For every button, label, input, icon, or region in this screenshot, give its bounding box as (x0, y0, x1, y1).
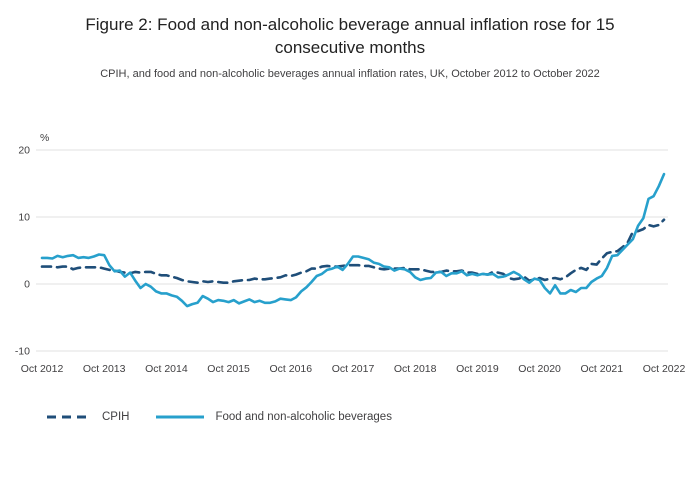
line-chart: 20 10 0 -10% Oct 2012 Oct 2013 Oct 2014 Oct 201… (15, 132, 686, 375)
legend-label-food: Food and non-alcoholic beverages (215, 410, 392, 423)
x-tick-label: Oct 2016 (269, 363, 312, 375)
y-tick-label: 10 (18, 211, 30, 223)
x-tick-label: Oct 2012 (21, 363, 64, 375)
x-tick-label: Oct 2013 (83, 363, 126, 375)
series-line-cpih (40, 218, 666, 284)
legend-item-cpih: CPIH (46, 411, 129, 423)
food-solid-line-swatch (156, 415, 205, 419)
chart-legend: CPIH Food and non-alcoholic beverages (46, 411, 700, 423)
x-tick-label: Oct 2020 (518, 363, 561, 375)
chart-title: Figure 2: Food and non-alcoholic beverag… (85, 15, 615, 57)
x-tick-label: Oct 2021 (580, 363, 623, 375)
chart-area: 20 10 0 -10% Oct 2012 Oct 2013 Oct 2014 Oct 201… (0, 128, 700, 385)
x-tick-label: Oct 2022 (643, 363, 686, 375)
x-tick-label: Oct 2015 (207, 363, 250, 375)
legend-item-food: Food and non-alcoholic beverages (155, 410, 392, 423)
y-tick-label: 0 (24, 278, 30, 290)
y-tick-label: -10 (15, 345, 30, 357)
chart-header: Figure 2: Food and non-alcoholic beverag… (0, 0, 700, 80)
x-tick-label: Oct 2014 (145, 363, 188, 375)
cpih-dashed-line-swatch (47, 415, 91, 419)
legend-label-cpih: CPIH (102, 410, 130, 423)
y-tick-label: 20 (18, 144, 30, 156)
x-tick-label: Oct 2019 (456, 363, 499, 375)
x-tick-label: Oct 2018 (394, 363, 437, 375)
x-tick-label: Oct 2017 (332, 363, 375, 375)
y-axis-unit-label: % (40, 132, 49, 144)
chart-subtitle: CPIH, and food and non-alcoholic beverag… (100, 67, 600, 80)
series-line-food-and-non-alcoholic-beverages (40, 172, 666, 308)
